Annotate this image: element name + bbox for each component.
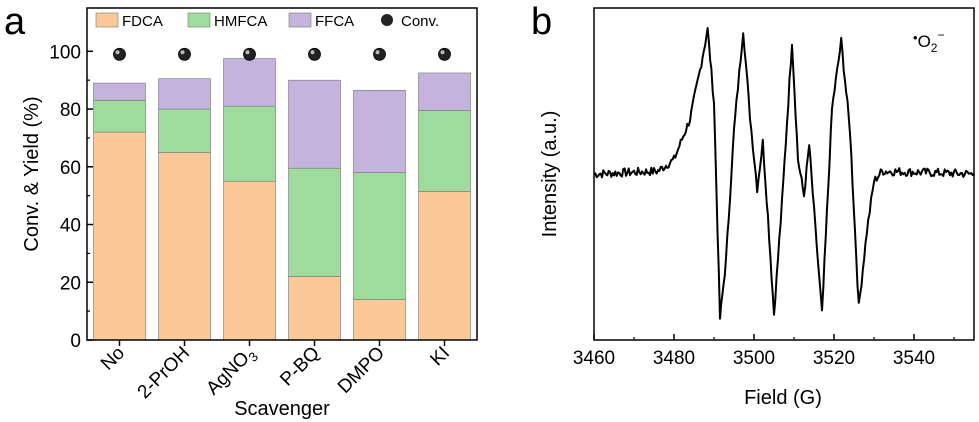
x-tick-label-5: KI bbox=[426, 343, 454, 371]
b-x-tick-label-2: 3500 bbox=[733, 348, 775, 369]
panel-a-plot-frame bbox=[86, 7, 478, 341]
bar-ffca-5 bbox=[418, 72, 471, 111]
bar-ffca-2 bbox=[223, 58, 276, 107]
bar-hmfca-4 bbox=[353, 172, 406, 300]
x-tick-label-2: AgNO3 bbox=[202, 343, 261, 402]
conversion-marker-highlight-2 bbox=[245, 50, 250, 55]
x-tick-label-1: 2-PrOH bbox=[134, 343, 194, 403]
bar-fdca-3 bbox=[288, 276, 341, 341]
conversion-marker-highlight-1 bbox=[180, 50, 185, 55]
bar-ffca-4 bbox=[353, 89, 406, 173]
conversion-marker-highlight-0 bbox=[115, 50, 120, 55]
bar-ffca-1 bbox=[158, 78, 211, 110]
bar-fdca-4 bbox=[353, 299, 406, 341]
conversion-marker-2 bbox=[243, 47, 256, 61]
bar-fdca-5 bbox=[418, 191, 471, 341]
conversion-marker-highlight-3 bbox=[310, 50, 315, 55]
panel-b-spectrum-line bbox=[593, 27, 975, 320]
y-tick-label-3: 60 bbox=[60, 158, 81, 179]
bar-hmfca-0 bbox=[93, 100, 146, 133]
panel-b-radical-label: •O2− bbox=[913, 28, 945, 55]
panel-b-chart: 3460 3480 3500 3520 3540 Intensity (a.u.) Fi… bbox=[539, 7, 975, 409]
y-tick-label-1: 20 bbox=[60, 273, 81, 294]
bar-hmfca-3 bbox=[288, 167, 341, 277]
panel-a-y-axis-title: Conv. & Yield (%) bbox=[21, 96, 43, 251]
legend-swatch-ffca bbox=[288, 12, 312, 28]
panel-a-x-axis-title: Scavenger bbox=[234, 398, 330, 420]
conversion-marker-1 bbox=[178, 47, 191, 61]
bar-hmfca-2 bbox=[223, 105, 276, 182]
bar-hmfca-1 bbox=[158, 108, 211, 153]
panel-b-letter: b bbox=[531, 1, 552, 43]
conversion-marker-5 bbox=[438, 47, 451, 61]
y-tick-label-4: 80 bbox=[60, 100, 81, 121]
b-x-tick-label-0: 3460 bbox=[573, 348, 615, 369]
panel-b-radical-sup: − bbox=[937, 28, 944, 42]
panel-b-plot-frame bbox=[593, 7, 975, 341]
x-tick-label-4: DMPO bbox=[334, 343, 389, 398]
bar-fdca-0 bbox=[93, 131, 146, 341]
bar-fdca-2 bbox=[223, 180, 276, 341]
legend-swatch-conv bbox=[381, 14, 393, 26]
panel-a-conversion-markers bbox=[113, 47, 451, 61]
b-x-tick-label-3: 3520 bbox=[813, 348, 855, 369]
bar-ffca-0 bbox=[93, 82, 146, 101]
legend-label-conv: Conv. bbox=[401, 13, 439, 30]
panel-a-letter: a bbox=[4, 1, 26, 43]
legend-label-ffca: FFCA bbox=[315, 13, 354, 30]
y-tick-label-0: 0 bbox=[70, 331, 81, 352]
x-tick-label-0: No bbox=[97, 343, 129, 375]
b-x-tick-label-1: 3480 bbox=[653, 348, 695, 369]
panel-b-x-axis: 3460 3480 3500 3520 3540 bbox=[573, 334, 955, 369]
panel-b-radical-dot: • bbox=[913, 30, 918, 45]
bar-ffca-3 bbox=[288, 79, 341, 169]
panel-a-legend: FDCA HMFCA FFCA Conv. bbox=[95, 12, 439, 30]
legend-swatch-hmfca bbox=[187, 12, 211, 28]
panel-b-x-axis-title: Field (G) bbox=[744, 387, 822, 409]
panel-a-bars bbox=[93, 58, 471, 341]
panel-a-chart: FDCA HMFCA FFCA Conv. 0 20 40 60 80 100 No 2-PrOH… bbox=[21, 7, 478, 420]
bar-fdca-1 bbox=[158, 152, 211, 341]
conversion-marker-3 bbox=[308, 47, 321, 61]
conversion-marker-highlight-5 bbox=[440, 50, 445, 55]
conversion-marker-0 bbox=[113, 47, 126, 61]
legend-swatch-fdca bbox=[95, 12, 119, 28]
conversion-marker-4 bbox=[373, 47, 386, 61]
bar-hmfca-5 bbox=[418, 110, 471, 192]
y-tick-label-5: 100 bbox=[49, 42, 81, 63]
panel-b-y-axis-title: Intensity (a.u.) bbox=[539, 111, 561, 238]
conversion-marker-highlight-4 bbox=[375, 50, 380, 55]
legend-label-fdca: FDCA bbox=[122, 13, 163, 30]
legend-label-hmfca: HMFCA bbox=[214, 13, 267, 30]
panel-a-x-axis: No 2-PrOH AgNO3 P-BQ DMPO KI bbox=[97, 340, 454, 403]
b-x-tick-label-4: 3540 bbox=[893, 348, 935, 369]
y-tick-label-2: 40 bbox=[60, 216, 81, 237]
panel-a-y-axis: 0 20 40 60 80 100 bbox=[49, 42, 93, 352]
x-tick-label-3: P-BQ bbox=[276, 343, 324, 391]
panel-b-radical-base: O bbox=[918, 32, 931, 51]
panel-b-radical-sub: 2 bbox=[931, 41, 938, 55]
